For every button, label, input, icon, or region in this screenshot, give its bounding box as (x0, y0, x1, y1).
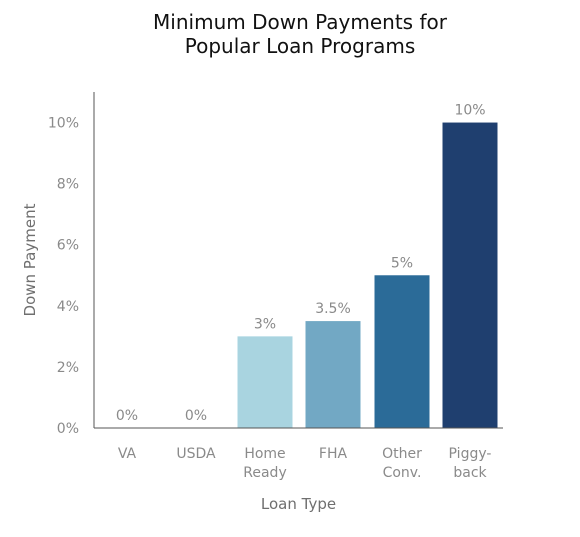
data-label: 3% (254, 316, 276, 332)
bar (374, 275, 430, 428)
y-ticks-group: 0% 2% 4% 6% 8% 10% (48, 116, 79, 437)
x-category-label: FHA (319, 446, 348, 462)
x-axis-title: Loan Type (261, 495, 336, 513)
data-label: 10% (454, 103, 485, 119)
y-axis-title: Down Payment (21, 203, 39, 316)
x-category-label: Home Ready (243, 446, 286, 481)
y-tick-label: 2% (57, 360, 79, 376)
x-categories-group: VA USDA Home Ready FHA Other Conv. Piggy-back (118, 446, 492, 481)
y-tick-label: 0% (57, 421, 79, 437)
data-label: 3.5% (315, 301, 351, 317)
chart-title-line-2: Popular Loan Programs (184, 34, 416, 58)
data-labels-group: 0% 0% 3% 3.5% 5% 10% (116, 103, 486, 424)
data-label: 0% (185, 408, 207, 424)
x-category-label: Other Conv. (382, 446, 422, 481)
bar (305, 321, 361, 428)
bar (237, 336, 293, 428)
chart-title-line-1: Minimum Down Payments for (153, 10, 447, 34)
bars-group (237, 122, 498, 428)
y-tick-label: 10% (48, 116, 79, 132)
x-category-label: USDA (176, 446, 216, 462)
data-label: 0% (116, 408, 138, 424)
x-category-label: Piggy-back (449, 446, 492, 481)
y-tick-label: 4% (57, 299, 79, 315)
y-tick-label: 8% (57, 177, 79, 193)
chart-title: Minimum Down Payments for Popular Loan P… (0, 10, 580, 58)
y-tick-label: 6% (57, 238, 79, 254)
bar (442, 122, 498, 428)
x-category-label: VA (118, 446, 137, 462)
data-label: 5% (391, 255, 413, 271)
